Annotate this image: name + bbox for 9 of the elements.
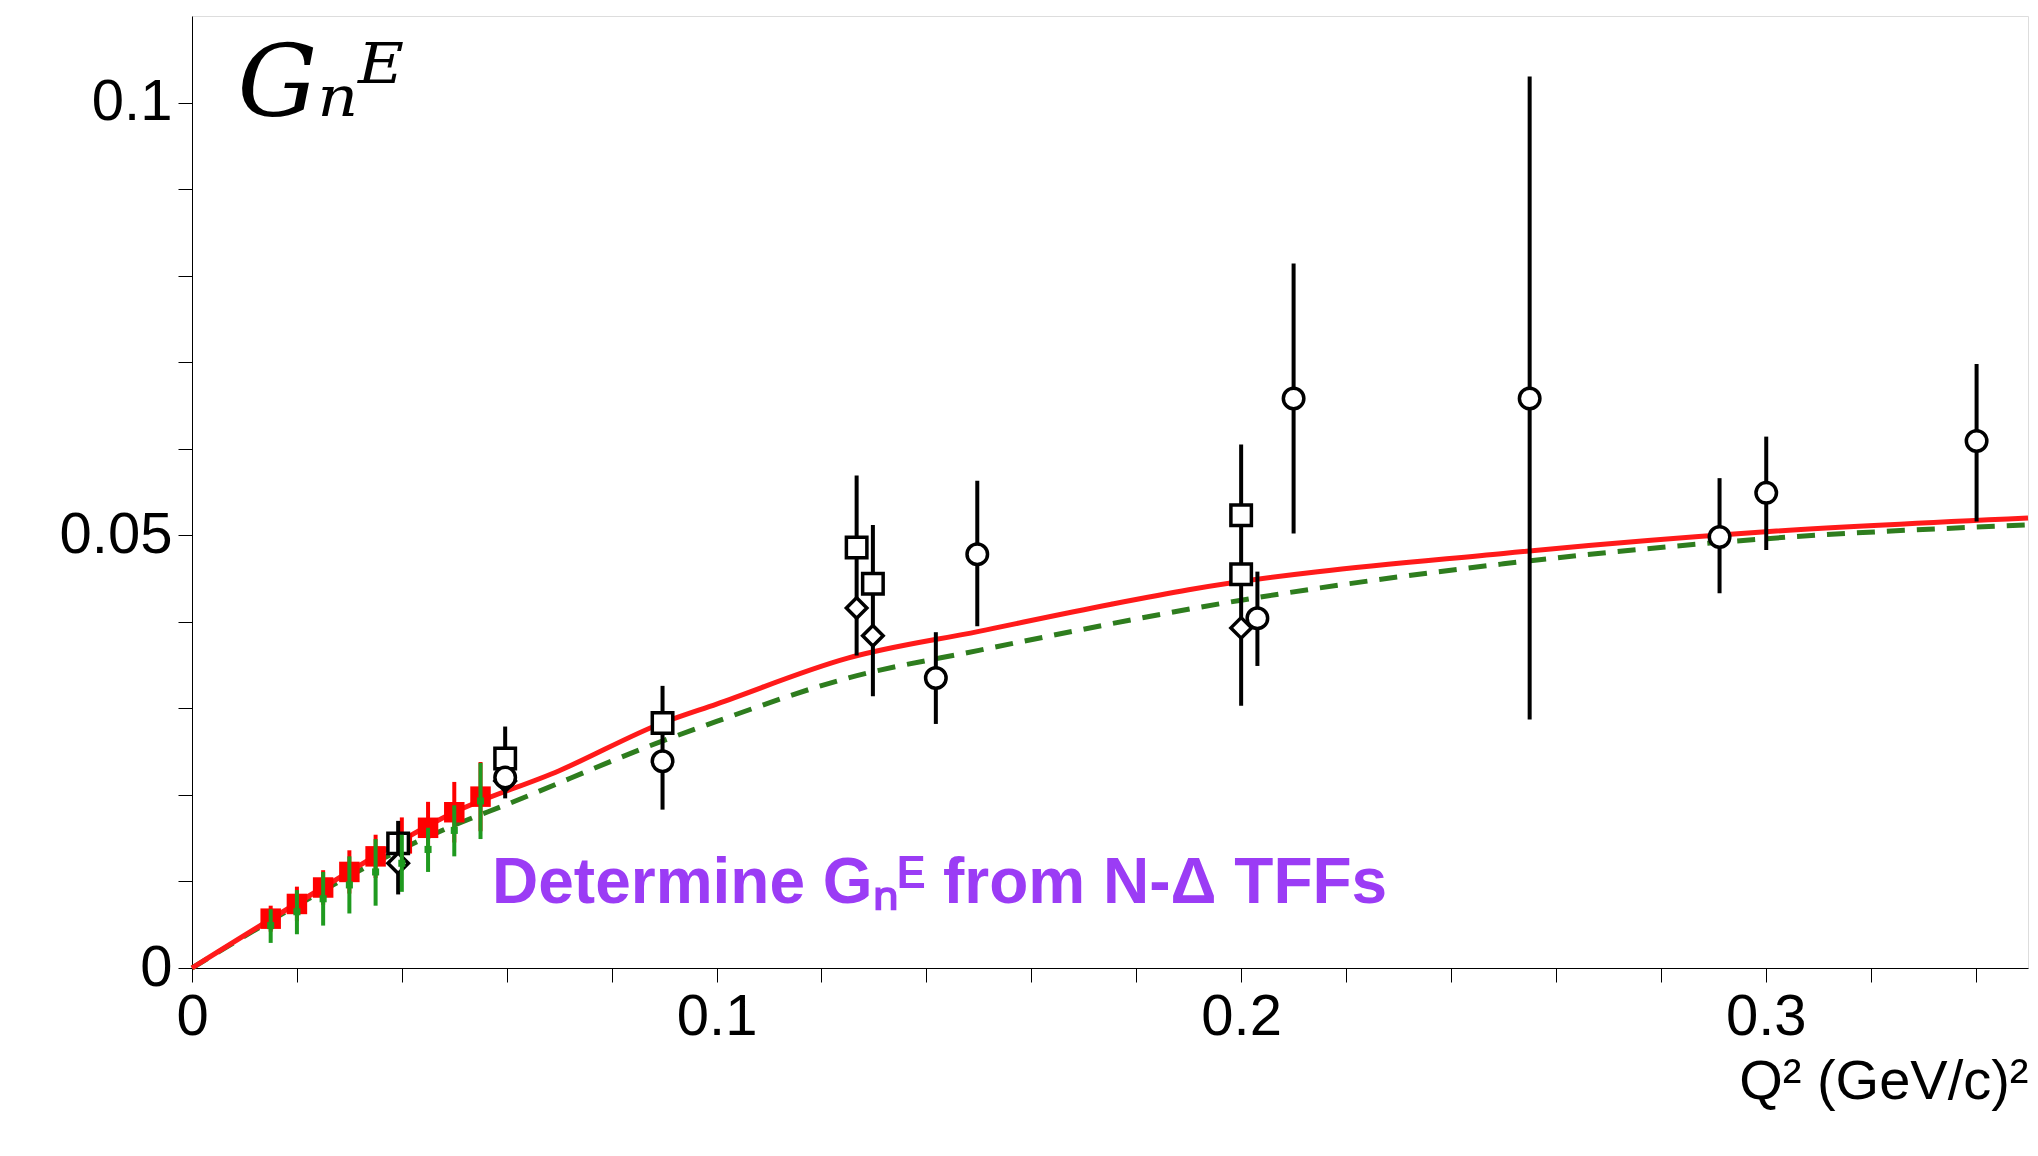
y-tick-label: 0 <box>140 932 173 998</box>
y-axis-title: Gₙᴱ <box>237 22 404 140</box>
x-tick-label: 0.2 <box>1201 981 1282 1047</box>
x-tick-label: 0.1 <box>676 981 758 1047</box>
x-axis-title: Q² (GeV/c)² <box>1739 1047 2029 1111</box>
annotation: Determine Gₙᴱ from N-Δ TFFs <box>492 845 1388 917</box>
y-tick-label: 0.1 <box>91 67 173 133</box>
x-tick-label: 0.3 <box>1725 981 1807 1047</box>
y-tick-label: 0.05 <box>59 499 173 565</box>
